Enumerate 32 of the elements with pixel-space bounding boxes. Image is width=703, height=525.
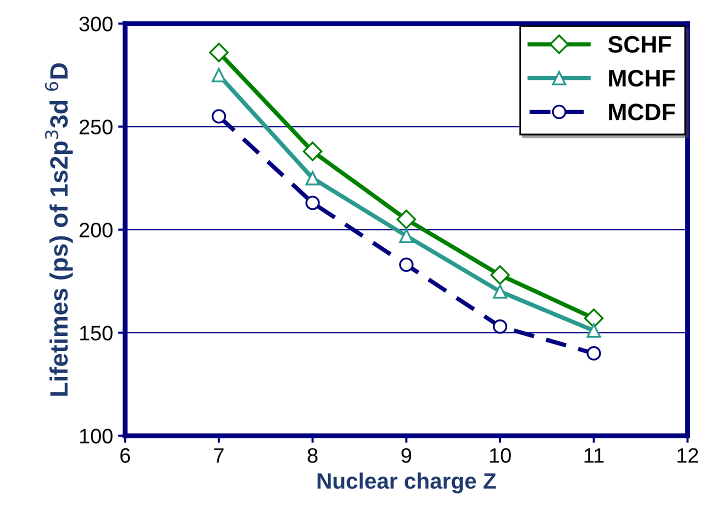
y-tick-label: 200	[80, 222, 113, 238]
x-tick-label: 8	[308, 448, 318, 463]
point	[492, 319, 508, 334]
point	[399, 258, 414, 272]
point	[305, 196, 320, 210]
x-tick-label: 7	[214, 448, 224, 463]
x-axis-title: Nuclear charge Z	[318, 472, 496, 494]
point	[212, 109, 226, 124]
y-tick-label: 250	[80, 120, 113, 134]
point	[586, 346, 601, 360]
x-tick-label: 6	[120, 448, 130, 463]
legend-label: SCHF	[608, 36, 671, 53]
y-tick-label: 100	[80, 428, 113, 444]
point	[396, 210, 416, 230]
x-tick-label: 9	[402, 448, 412, 463]
y-axis-title: Lifetimes (ps) of 1s2p$^{3}$3d $^{6}$D	[45, 63, 73, 396]
point	[490, 265, 510, 285]
legend-label: MCDF	[609, 104, 675, 120]
x-tick-label: 10	[490, 448, 511, 463]
y-tick-label: 150	[80, 326, 113, 340]
point	[584, 308, 604, 328]
point	[212, 68, 226, 82]
point	[209, 42, 229, 62]
legend-label: MCHF	[609, 70, 675, 87]
x-tick-label: 11	[584, 448, 604, 463]
point	[586, 324, 601, 338]
point	[492, 284, 508, 299]
point	[305, 171, 320, 186]
point	[302, 142, 322, 162]
y-tick-label: 300	[79, 16, 113, 32]
x-tick-label: 12	[678, 448, 698, 463]
point	[399, 228, 414, 244]
